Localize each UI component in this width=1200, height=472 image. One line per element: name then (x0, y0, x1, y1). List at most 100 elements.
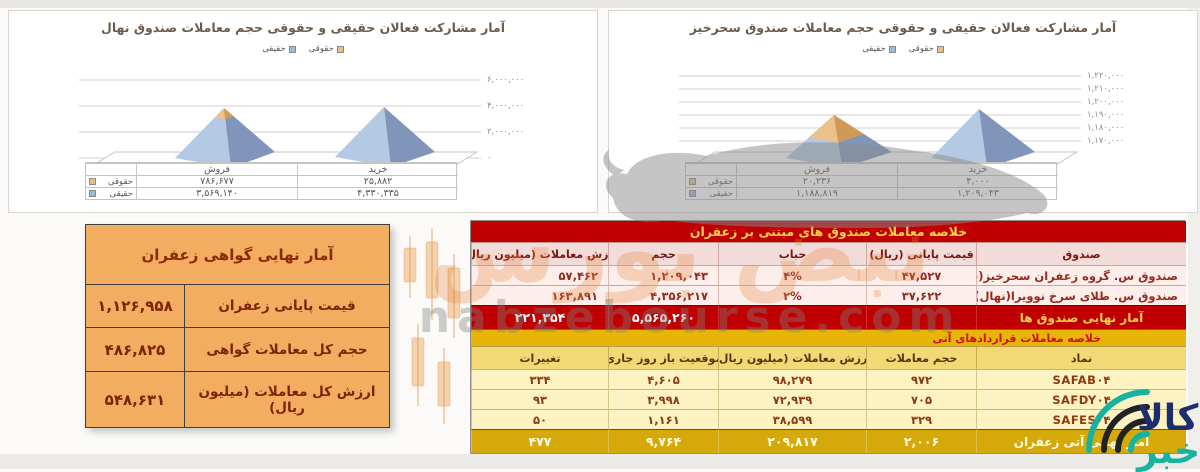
chart-title: آمار مشارکت فعالان حقیقی و حقوقی حجم معا… (101, 20, 505, 35)
summary-label: قیمت پایانی زعفران (184, 284, 389, 327)
funds-total-label: آمار نهایی صندوق ها (976, 305, 1186, 329)
funds-header-row: ارزش معاملات (میلیون ریال) حجم حباب قیمت… (471, 242, 1186, 265)
futures-change: ۳۳۴ (471, 369, 608, 389)
candlestick-watermark (403, 228, 461, 424)
futures-open: ۱,۱۶۱ (608, 409, 718, 429)
legend-label: حقوقی (308, 44, 334, 54)
summary-value: ۵۴۸,۶۳۱ (86, 371, 184, 427)
value-cell: ۴,۳۳۰,۳۳۵ (297, 187, 458, 199)
y-tick: ۱,۱۸۰,۰۰۰ (1087, 123, 1125, 133)
y-tick: ۱,۲۱۰,۰۰۰ (1087, 84, 1125, 94)
series-label: حقوقی (707, 176, 733, 187)
value-cell: ۱,۱۸۸,۸۱۹ (736, 187, 897, 199)
empty-cell (866, 305, 976, 329)
series-label: حقیقی (709, 188, 733, 199)
value-cell: ۱,۲۰۹,۰۴۳ (897, 187, 1058, 199)
chart-title: آمار مشارکت فعالان حقیقی و حقوقی حجم معا… (689, 20, 1117, 35)
legend-item-hoghughi: حقوقی (909, 44, 944, 54)
fund-value: ۱۶۳,۸۹۱ (471, 285, 608, 305)
fund-bubble: ۲% (718, 285, 866, 305)
futures-value: ۳۸,۵۹۹ (718, 409, 866, 429)
legend-label: حقیقی (862, 44, 886, 54)
futures-open: ۳,۹۹۸ (608, 389, 718, 409)
legend-item-hoghughi: حقوقی (309, 44, 344, 54)
y-tick: ۱,۱۷۰,۰۰۰ (1087, 136, 1125, 146)
futures-table-title: خلاصه معاملات قراردادهای آتی (471, 329, 1186, 346)
gridlines (679, 75, 1081, 142)
futures-total-row: ۴۷۷ ۹,۷۶۴ ۲۰۹,۸۱۷ ۲,۰۰۶ آمار نهایی آتی ز… (471, 429, 1186, 453)
fund-row: ۵۷,۴۶۲ ۱,۲۰۹,۰۴۳ ۴% ۴۷,۵۲۷ صندوق س. گروه… (471, 265, 1186, 285)
logo-word-khabar: خبر (1137, 431, 1200, 472)
series-label: حقوقی (107, 176, 133, 187)
chart-legend: حقوقی حقیقی (9, 44, 597, 54)
funds-total-volume: ۵,۵۶۵,۲۶۰ (608, 305, 718, 329)
value-cell: ۷۸۶,۶۷۷ (136, 175, 297, 187)
top-margin-strip (0, 0, 1200, 8)
chart-data-table: فروش خرید حقوقی ۷۸۶,۶۷۷ ۲۵,۸۸۲ حقیقی ۳,۵… (85, 162, 458, 200)
legend-swatch-blue-icon (888, 45, 896, 53)
fund-volume: ۴,۳۵۶,۲۱۷ (608, 285, 718, 305)
y-tick: ۲,۰۰۰,۰۰۰ (487, 127, 525, 137)
series-swatch-blue-icon (689, 190, 696, 197)
futures-row: ۳۳۴ ۴,۶۰۵ ۹۸,۲۷۹ ۹۷۲ SAFAB۰۴ (471, 369, 1186, 389)
col-header-symbol: نماد (976, 346, 1186, 369)
legend-item-haghighi: حقیقی (862, 44, 896, 54)
funds-total-value: ۲۲۱,۳۵۴ (471, 305, 608, 329)
futures-volume: ۷۰۵ (866, 389, 976, 409)
value-cell: ۲۰,۲۳۶ (736, 175, 897, 187)
legend-swatch-orange-icon (336, 45, 344, 53)
futures-header-row: تغییرات موقعیت باز روز جاری ارزش معاملات… (471, 346, 1186, 369)
col-header-volume: حجم (608, 242, 718, 265)
funds-futures-table: خلاصه معاملات صندوق های مبتنی بر زعفران … (470, 220, 1186, 454)
logo-signal-arcs-icon (1086, 389, 1150, 453)
kalakhabar-logo: کالا خبر (1075, 378, 1200, 472)
series-label-cell: حقوقی (86, 175, 136, 187)
futures-change: ۵۰ (471, 409, 608, 429)
logo-word-kala: کالا (1137, 398, 1199, 439)
col-header-volume: حجم معاملات (866, 346, 976, 369)
summary-label: حجم کل معاملات گواهی (184, 327, 389, 371)
futures-total-label: آمار نهایی آتی زعفران (976, 429, 1186, 453)
series-label-cell: حقیقی (86, 187, 136, 199)
futures-volume: ۳۲۹ (866, 409, 976, 429)
series-label-cell: حقیقی (686, 187, 736, 199)
summary-value: ۴۸۶,۸۲۵ (86, 327, 184, 371)
col-header-fund: صندوق (976, 242, 1186, 265)
summary-label: ارزش کل معاملات (میلیون ریال) (184, 371, 389, 427)
category-buy: خرید (297, 163, 458, 175)
futures-value: ۹۸,۲۷۹ (718, 369, 866, 389)
fund-value: ۵۷,۴۶۲ (471, 265, 608, 285)
futures-symbol: SAFAB۰۴ (976, 369, 1186, 389)
futures-total-value: ۲۰۹,۸۱۷ (718, 429, 866, 453)
col-header-value: ارزش معاملات (میلیون ریال) (718, 346, 866, 369)
col-header-open: موقعیت باز روز جاری (608, 346, 718, 369)
futures-total-open: ۹,۷۶۴ (608, 429, 718, 453)
futures-title-row: خلاصه معاملات قراردادهای آتی (471, 329, 1186, 346)
chart-panel-saharkhiz: آمار مشارکت فعالان حقیقی و حقوقی حجم معا… (608, 10, 1198, 213)
legend-item-haghighi: حقیقی (262, 44, 296, 54)
col-header-change: تغییرات (471, 346, 608, 369)
fund-price: ۳۷,۶۲۲ (866, 285, 976, 305)
category-sell: فروش (736, 163, 897, 175)
funds-title-row: خلاصه معاملات صندوق های مبتنی بر زعفران (471, 221, 1186, 242)
series-swatch-orange-icon (689, 178, 696, 185)
category-sell: فروش (136, 163, 297, 175)
y-tick: ۱,۱۹۰,۰۰۰ (1087, 110, 1125, 120)
summary-title: آمار نهایی گواهی زعفران (141, 245, 334, 264)
futures-value: ۷۲,۹۳۹ (718, 389, 866, 409)
fund-name: صندوق س. گروه زعفران سحرخیز(سحرخیز) (976, 265, 1186, 285)
value-cell: ۴,۰۰۰ (897, 175, 1058, 187)
col-header-price: قیمت پایانی (ریال) (866, 242, 976, 265)
saffron-summary-table: آمار نهایی گواهی زعفران ۱,۱۲۶,۹۵۸ قیمت پ… (85, 224, 390, 428)
summary-value: ۱,۱۲۶,۹۵۸ (86, 284, 184, 327)
category-buy: خرید (897, 163, 1058, 175)
y-tick: ۴,۰۰۰,۰۰۰ (487, 101, 525, 111)
series-label-cell: حقوقی (686, 175, 736, 187)
corner-cell (86, 163, 136, 175)
y-tick: ۰ (487, 153, 492, 163)
y-tick: ۱,۲۰۰,۰۰۰ (1087, 97, 1125, 107)
funds-table-title: خلاصه معاملات صندوق های مبتنی بر زعفران (471, 221, 1186, 242)
futures-total-change: ۴۷۷ (471, 429, 608, 453)
chart-legend: حقوقی حقیقی (609, 44, 1197, 54)
fund-price: ۴۷,۵۲۷ (866, 265, 976, 285)
